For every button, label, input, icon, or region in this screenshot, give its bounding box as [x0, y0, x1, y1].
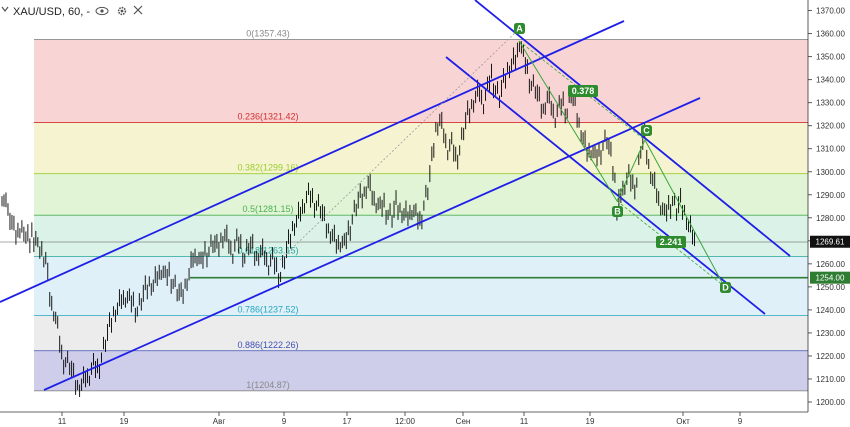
- channel-upper-right: [474, 0, 791, 257]
- price-tick-label: 1350.00: [816, 53, 845, 62]
- fib-band-4: [34, 256, 808, 316]
- fib-level-label-0: 0(1357.43): [246, 29, 290, 39]
- wave-point-a-label: A: [516, 24, 523, 34]
- price-tick-label: 1360.00: [816, 30, 845, 39]
- price-tick-label: 1230.00: [816, 329, 845, 338]
- price-tick-label: 1280.00: [816, 214, 845, 223]
- ratio-label-1: 2.241: [660, 237, 683, 247]
- fib-band-5: [34, 315, 808, 351]
- ratio-badge-0: [568, 85, 598, 97]
- price-tick-label: 1290.00: [816, 191, 845, 200]
- close-icon[interactable]: [133, 5, 143, 15]
- price-tick-label: 1200.00: [816, 398, 845, 407]
- last-price-badge: [810, 235, 850, 248]
- price-tick-label: 1240.00: [816, 306, 845, 315]
- price-tick-label: 1320.00: [816, 122, 845, 131]
- wave-point-b-label: B: [614, 207, 621, 217]
- price-tick-label: 1210.00: [816, 375, 845, 384]
- last-price-label: 1269.61: [816, 238, 845, 247]
- time-axis: 11 19 Авг 9 17 12:00 Сен 11 19 Окт 9: [0, 411, 808, 426]
- fib-band-6: [34, 350, 808, 391]
- channel-lower-left: [43, 97, 701, 391]
- fib-level-label-2: 0.382(1299.16): [237, 163, 298, 173]
- time-tick-label: Сен: [456, 417, 471, 426]
- channel-upper-left: [0, 20, 625, 303]
- abcd-diagonal-2: [616, 200, 725, 287]
- time-tick-label: 11: [58, 417, 67, 426]
- level-price-label: 1254.00: [816, 274, 845, 283]
- price-tick-label: 1300.00: [816, 168, 845, 177]
- fib-band-1: [34, 122, 808, 174]
- abcd-wave-line: [518, 40, 725, 287]
- time-tick-label: 11: [520, 417, 529, 426]
- ratio-badge-1: [656, 236, 686, 248]
- wave-point-d-marker: [720, 282, 731, 293]
- collapse-icon[interactable]: [1, 6, 9, 12]
- time-tick-label: 19: [120, 417, 129, 426]
- level-price-badge: [810, 271, 850, 284]
- wave-point-b-marker: [612, 206, 623, 217]
- chart-header: XAU/USD, 60, -: [1, 5, 143, 18]
- projection-dotted-line: [279, 29, 519, 261]
- time-tick-label: 17: [343, 417, 352, 426]
- ratio-label-0: 0.378: [572, 86, 595, 96]
- wave-point-c-marker: [641, 125, 652, 136]
- price-tick-label: 1310.00: [816, 145, 845, 154]
- settings-icon[interactable]: [117, 6, 127, 16]
- price-axis: 1200.00 1210.00 1220.00 1230.00 1240.00 1250.…: [807, 0, 850, 412]
- wave-point-d-label: D: [722, 283, 729, 293]
- fib-level-label-1: 0.236(1321.42): [237, 111, 298, 121]
- price-tick-label: 1370.00: [816, 7, 845, 16]
- wave-point-a-marker: [514, 23, 525, 34]
- fib-band-0: [34, 39, 808, 123]
- fib-level-label-4: 0.618(1263.15): [237, 246, 298, 256]
- fib-level-label-3: 0.5(1281.15): [242, 204, 293, 214]
- candlestick-series: [1, 41, 695, 397]
- price-tick-label: 1340.00: [816, 76, 845, 85]
- fib-level-label-7: 1(1204.87): [246, 380, 290, 390]
- symbol-label: XAU/USD, 60, -: [13, 6, 90, 18]
- price-tick-label: 1260.00: [816, 260, 845, 269]
- price-tick-label: 1250.00: [816, 283, 845, 292]
- wave-point-c-label: C: [643, 126, 650, 136]
- channel-lower-right: [445, 56, 766, 315]
- price-tick-label: 1330.00: [816, 99, 845, 108]
- eye-icon[interactable]: [95, 6, 109, 16]
- time-tick-label: 19: [586, 417, 595, 426]
- trend-channels[interactable]: [0, 0, 791, 391]
- fib-level-label-6: 0.886(1222.26): [237, 340, 298, 350]
- fib-band-2: [34, 173, 808, 216]
- time-tick-label: 9: [282, 417, 287, 426]
- time-tick-label: Окт: [676, 417, 690, 426]
- fib-level-label-5: 0.786(1237.52): [237, 305, 298, 315]
- time-tick-label: 9: [738, 417, 743, 426]
- time-tick-label: 12:00: [395, 417, 416, 426]
- time-tick-label: Авг: [213, 417, 226, 426]
- price-tick-label: 1220.00: [816, 352, 845, 361]
